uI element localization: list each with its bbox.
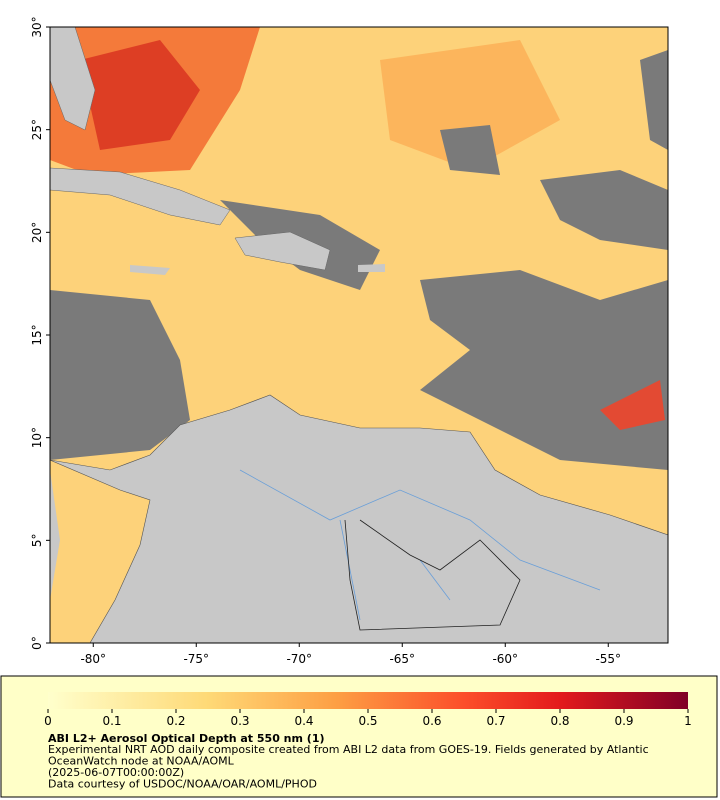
y-tick-label: 10° [30, 427, 44, 448]
y-tick-label: 0° [30, 636, 44, 650]
land-hispaniola [234, 231, 331, 271]
high-aod-area [600, 380, 665, 430]
land-florida [50, 27, 96, 131]
no-data [420, 270, 668, 470]
land-jamaica [130, 265, 170, 275]
y-tick-label: 25° [30, 119, 44, 140]
land-puerto-rico [358, 264, 385, 272]
caption-line: Experimental NRT AOD daily composite cre… [48, 743, 649, 756]
colorbar-tick-label: 0.6 [422, 714, 441, 728]
colorbar-tick-label: 0.7 [486, 714, 505, 728]
high-aod-area [80, 40, 200, 150]
colorbar-tick-label: 0.2 [166, 714, 185, 728]
colorbar-tick-label: 1 [684, 714, 692, 728]
no-data [50, 290, 190, 460]
x-tick-label: -65° [389, 652, 415, 666]
y-tick-label: 20° [30, 222, 44, 243]
x-tick-label: -55° [595, 652, 621, 666]
colorbar-tick-label: 0.5 [358, 714, 377, 728]
no-data [440, 125, 500, 175]
colorbar [48, 692, 688, 709]
land-central-america [50, 470, 60, 600]
x-tick-label: -80° [80, 652, 106, 666]
colorbar-tick-label: 0.4 [294, 714, 313, 728]
caption-line: Data courtesy of USDOC/NOAA/OAR/AOML/PHO… [48, 778, 317, 791]
x-tick-label: -60° [492, 652, 518, 666]
y-tick-label: 15° [30, 324, 44, 345]
y-tick-label: 5° [30, 534, 44, 548]
no-data [540, 170, 668, 250]
land-south-america [50, 394, 668, 643]
colorbar-tick-label: 0.3 [230, 714, 249, 728]
caption-line: OceanWatch node at NOAA/AOML [48, 755, 235, 768]
caption-line: (2025-06-07T00:00:00Z) [48, 766, 184, 779]
caption-title: ABI L2+ Aerosol Optical Depth at 550 nm … [48, 732, 325, 745]
y-tick-label: 30° [30, 16, 44, 37]
aod-area [380, 40, 560, 170]
colorbar-tick-label: 0.9 [614, 714, 633, 728]
rivers [239, 469, 601, 621]
map-image [50, 27, 668, 643]
colorbar-tick-label: 0 [44, 714, 52, 728]
land-cuba [50, 167, 231, 226]
borders [344, 519, 521, 631]
colorbar-tick-label: 0.1 [102, 714, 121, 728]
x-tick-label: -75° [183, 652, 209, 666]
no-data [640, 50, 668, 150]
x-tick-label: -70° [286, 652, 312, 666]
colorbar-tick-label: 0.8 [550, 714, 569, 728]
